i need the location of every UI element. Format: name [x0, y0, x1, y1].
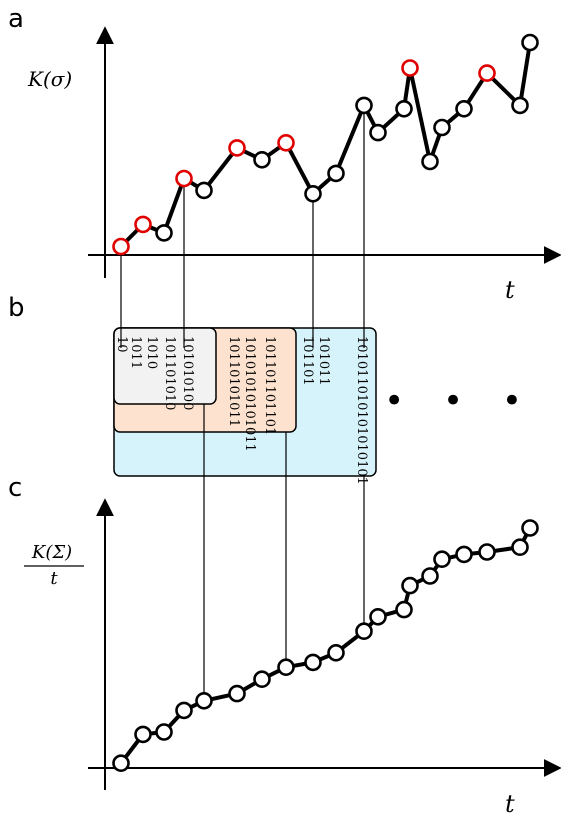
bottom-point-11 [371, 609, 386, 624]
bottom-point-19 [523, 521, 538, 536]
ellipsis: • • • [384, 381, 536, 421]
top-point-11 [371, 125, 386, 140]
bit-string-0-0: 10 [114, 336, 129, 353]
panel-label-b: b [8, 293, 25, 323]
top-point-18 [513, 98, 528, 113]
bottom-point-5 [230, 686, 245, 701]
bottom-point-0 [114, 756, 129, 771]
bottom-point-12 [397, 602, 412, 617]
top-point-2 [157, 225, 172, 240]
top-x-axis-label: t [505, 276, 515, 304]
bit-string-0-1: 1011 [128, 336, 143, 369]
bottom-point-7 [279, 660, 294, 675]
bit-string-1-2: 101101101101 [262, 336, 277, 435]
bottom-point-18 [513, 540, 528, 555]
top-point-7 [279, 135, 294, 150]
top-point-15 [435, 120, 450, 135]
bottom-x-axis-label: t [505, 790, 515, 818]
bottom-point-16 [457, 547, 472, 562]
top-series [114, 35, 538, 254]
bit-string-0-4: 101010100 [180, 336, 195, 410]
bottom-point-13 [403, 578, 418, 593]
bottom-point-15 [435, 552, 450, 567]
top-point-10 [357, 98, 372, 113]
bottom-point-8 [306, 655, 321, 670]
top-point-1 [136, 217, 151, 232]
top-point-17 [480, 66, 495, 81]
bottom-series [114, 521, 538, 771]
bottom-point-2 [157, 725, 172, 740]
top-point-0 [114, 239, 129, 254]
bottom-point-14 [423, 569, 438, 584]
bottom-point-9 [329, 645, 344, 660]
panel-label-c: c [8, 473, 22, 503]
bottom-point-1 [136, 727, 151, 742]
top-point-14 [423, 154, 438, 169]
top-point-9 [329, 166, 344, 181]
bottom-line [121, 528, 530, 763]
bit-string-2-2: 101011010101010101 [354, 336, 369, 485]
bit-string-1-0: 10110101011 [226, 336, 241, 427]
bottom-point-3 [177, 703, 192, 718]
top-point-5 [230, 140, 245, 155]
top-point-16 [457, 101, 472, 116]
top-point-12 [397, 101, 412, 116]
top-point-19 [523, 35, 538, 50]
top-point-13 [403, 61, 418, 76]
bottom-point-4 [197, 693, 212, 708]
bit-string-2-1: 101011 [316, 336, 331, 386]
bit-string-2-0: 101101 [300, 336, 315, 386]
top-line [121, 43, 530, 247]
top-y-axis-label: K(σ) [27, 67, 72, 91]
top-point-8 [306, 186, 321, 201]
bit-string-1-1: 10101010101011 [242, 336, 257, 452]
bottom-y-axis-label-numerator: K(Σ) [31, 542, 72, 563]
bottom-y-axis-label-denominator: t [50, 568, 58, 589]
bottom-point-10 [357, 624, 372, 639]
bit-string-0-2: 1010 [144, 336, 159, 369]
bit-string-0-3: 101101010 [162, 336, 177, 410]
top-point-4 [197, 183, 212, 198]
bottom-point-6 [255, 672, 270, 687]
top-point-3 [177, 171, 192, 186]
panel-label-a: a [8, 4, 24, 34]
top-point-6 [255, 152, 270, 167]
bottom-point-17 [480, 545, 495, 560]
